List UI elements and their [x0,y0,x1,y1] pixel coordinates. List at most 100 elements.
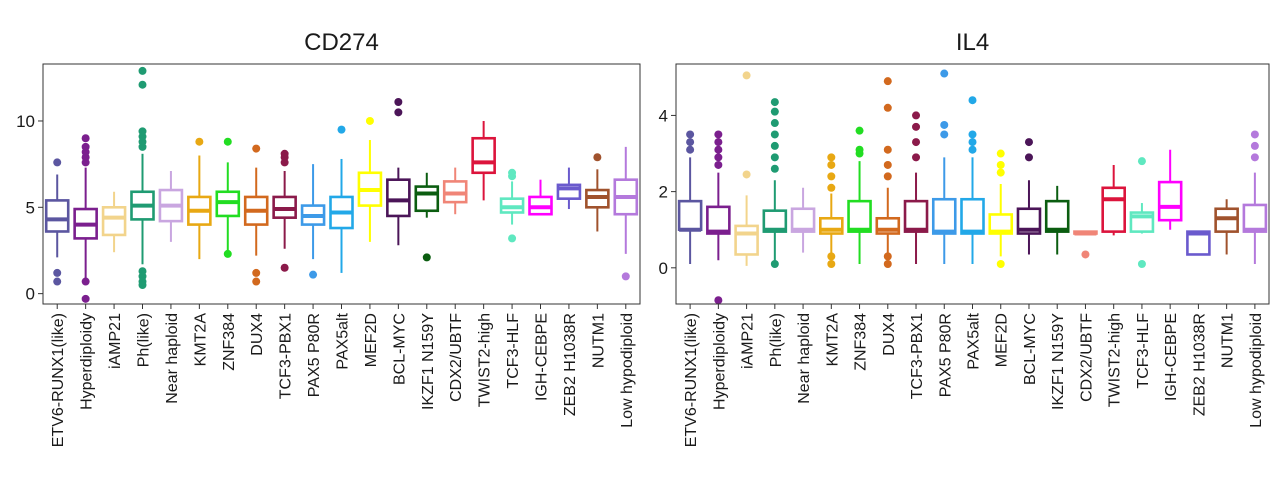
il4-outlier-point [968,138,977,147]
cd274-outlier-point [138,127,147,136]
il4-x-tick-label: PAX5alt [966,312,983,369]
il4-outlier-point [968,130,977,139]
il4-outlier-point [940,120,949,129]
cd274-x-tick-label: PAX5 P80R [306,313,323,397]
il4-x-tick-label: IKZF1 N159Y [1050,313,1067,410]
il4-x-tick-label: NUTM1 [1220,313,1237,368]
il4-box-pax5alt [960,197,985,235]
cd274-box-ikzf1-n159y [414,185,440,213]
cd274-x-tick-label: Near haploid [164,313,181,404]
cd274-x-tick-label: Hyperdiploidy [79,313,96,410]
il4-box-tcf3-pbx1 [903,199,929,233]
cd274-x-tick-label: IGH-CEBPE [534,313,551,401]
il4-outlier-point [1024,138,1033,147]
cd274-x-tick-label: ZEB2 H1038R [562,313,579,416]
il4-outlier-point [883,260,892,268]
cd274-x-tick-label: Low hypodiploid [619,313,636,428]
il4-outlier-point [827,183,836,192]
cd274-outlier-point [621,272,630,281]
il4-x-tick-label: IGH-CEBPE [1163,313,1180,401]
cd274-box-etv6-runx1-like [44,199,70,233]
cd274-x-tick-label: TCF3-PBX1 [278,313,295,399]
il4-outlier-point [714,145,723,154]
il4-x-tick-label: Ph(like) [768,313,785,367]
cd274-chart-title: CD274 [304,29,379,56]
il4-outlier-point [770,141,779,150]
il4-x-tick-label: CDX2/UBTF [1078,313,1095,402]
cd274-outlier-point [422,253,431,262]
il4-outlier-point [1137,260,1146,268]
il4-box-znf384 [847,199,872,233]
il4-outlier-point [883,103,892,112]
il4-outlier-point [686,130,695,139]
cd274-x-tick-label: MEF2D [363,313,380,367]
il4-y-tick-label: 2 [659,183,668,202]
il4-outlier-point [968,96,977,105]
il4-x-tick-label: BCL-MYC [1022,313,1039,385]
il4-x-tick-label: PAX5 P80R [937,313,954,397]
cd274-x-tick-label: KMT2A [192,313,209,367]
cd274-outlier-point [394,108,403,117]
il4-outlier-point [686,138,695,147]
il4-x-tick-label: TCF3-HLF [1135,313,1152,389]
il4-outlier-point [714,153,723,162]
cd274-y-tick-label: 0 [26,285,35,304]
il4-outlier-point [996,168,1005,177]
il4-outlier-point [770,153,779,162]
cd274-x-tick-label: IKZF1 N159Y [420,313,437,410]
cd274-x-tick-label: TWIST2-high [477,313,494,407]
cd274-outlier-point [252,277,261,286]
cd274-x-tick-label: PAX5alt [335,312,352,369]
il4-outlier-point [912,138,921,147]
cd274-outlier-point [508,234,517,243]
il4-outlier-point [996,160,1005,169]
il4-x-tick-label: Near haploid [796,313,813,404]
il4-outlier-point [770,98,779,107]
il4-x-tick-label: ZEB2 H1038R [1191,313,1208,416]
il4-box-ikzf1-n159y [1044,199,1070,233]
il4-box-twist2-high [1101,186,1126,233]
il4-outlier-point [883,252,892,261]
cd274-outlier-point [309,270,318,279]
il4-outlier-point [1081,250,1090,259]
il4-outlier-point [770,260,779,268]
il4-outlier-point [827,160,836,169]
il4-outlier-point [827,252,836,261]
il4-box-etv6-runx1-like [677,199,703,232]
il4-box-pax5-p80r [931,197,957,235]
il4-outlier-point [996,149,1005,158]
il4-box-bcl-myc [1016,207,1042,235]
cd274-outlier-point [337,125,346,134]
cd274-outlier-point [138,281,147,290]
cd274-x-tick-label: TCF3-HLF [505,313,522,389]
cd274-y-tick-label: 10 [16,112,35,131]
il4-plot-frame [675,63,1270,305]
il4-outlier-point [912,122,921,131]
il4-outlier-point [855,145,864,154]
il4-x-tick-label: ZNF384 [853,313,870,371]
cd274-outlier-point [81,134,90,143]
il4-box-iamp21 [734,224,759,256]
cd274-outlier-point [223,137,232,146]
il4-outlier-point [827,153,836,162]
il4-x-tick-label: KMT2A [824,313,841,367]
cd274-outlier-point [53,158,62,167]
il4-outlier-point [883,172,892,181]
cd274-outlier-point [252,144,261,153]
il4-x-tick-label: Hyperdiploidy [711,313,728,410]
il4-outlier-point [940,69,949,78]
cd274-box-bcl-myc [386,178,411,218]
il4-outlier-point [714,160,723,169]
cd274-outlier-point [223,249,232,258]
cd274-x-tick-label: BCL-MYC [391,313,408,385]
cd274-outlier-point [53,277,62,286]
cd274-box-iamp21 [101,206,127,237]
cd274-x-tick-label: iAMP21 [107,313,124,369]
il4-outlier-point [742,71,751,80]
cd274-x-tick-label: CDX2/UBTF [448,313,465,402]
il4-outlier-point [714,138,723,147]
cd274-plot-frame [42,63,641,305]
il4-outlier-point [714,296,723,305]
il4-outlier-point [1137,157,1146,166]
